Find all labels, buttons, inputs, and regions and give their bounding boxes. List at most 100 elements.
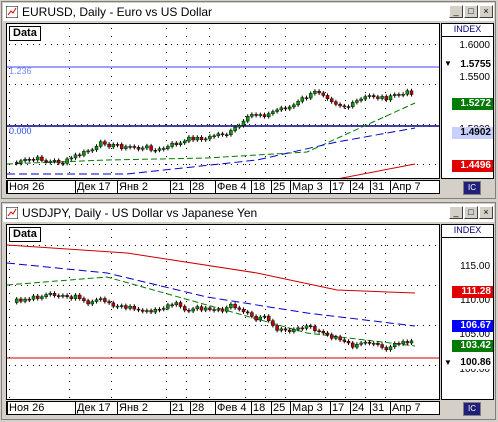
grid-dot [327,245,328,246]
grid-dot [231,365,232,366]
candle [334,336,338,339]
grid-dot [265,341,266,342]
minimize-button[interactable]: _ [449,5,463,18]
grid-dot [105,245,106,246]
grid-dot [279,365,280,366]
time-axis-label: 25 [273,402,286,414]
grid-dot [245,237,246,238]
grid-dot [75,365,76,366]
grid-dot [166,116,167,117]
grid-dot [345,285,346,286]
grid-dot [69,84,70,85]
grid-dot [375,285,376,286]
data-tab[interactable]: Data [9,26,41,41]
grid-dot [385,301,386,302]
candle [376,342,380,345]
grid-dot [297,124,298,125]
maximize-button[interactable]: □ [464,206,478,219]
grid-dot [243,245,244,246]
grid-dot [303,84,304,85]
time-axis-separator [330,402,331,415]
grid-dot [365,269,366,270]
candle [77,294,82,299]
grid-dot [351,285,352,286]
grid-dot [45,124,46,125]
grid-dot [209,124,210,125]
grid-dot [99,84,100,85]
data-tab[interactable]: Data [9,227,41,242]
usdjpy-plot-area[interactable]: Data [6,224,440,400]
grid-dot [399,164,400,165]
grid-dot [166,389,167,390]
grid-dot [63,365,64,366]
grid-dot [405,365,406,366]
grid-dot [365,140,366,141]
grid-dot [365,277,366,278]
grid-dot [209,68,210,69]
minimize-button[interactable]: _ [449,206,463,219]
grid-dot [209,164,210,165]
candle [245,116,250,122]
candle [199,306,204,311]
grid-dot [81,44,82,45]
grid-dot [186,381,187,382]
ic-icon[interactable]: IC [463,181,481,195]
grid-dot [385,60,386,61]
grid-dot [166,100,167,101]
grid-dot [325,36,326,37]
grid-dot [267,245,268,246]
grid-dot [327,164,328,165]
grid-dot [177,124,178,125]
grid-dot [255,285,256,286]
grid-dot [393,245,394,246]
grid-dot [9,124,10,125]
grid-dot [385,52,386,53]
candle [153,308,158,313]
grid-dot [393,124,394,125]
grid-dot [365,44,366,45]
candle [161,307,166,310]
grid-dot [321,325,322,326]
grid-dot [345,108,346,109]
time-axis-separator [390,402,391,415]
grid-dot [429,245,430,246]
time-axis-label: Фев 4 [217,181,247,193]
grid-dot [285,349,286,350]
close-button[interactable]: × [479,5,493,18]
grid-dot [265,333,266,334]
usdjpy-price-scale: INDEX 115.00 110.00 105.00 100.00 111.28… [441,224,494,400]
grid-dot [249,365,250,366]
grid-dot [171,124,172,125]
usdjpy-title-bar[interactable]: USDJPY, Daily - US Dollar vs Japanese Ye… [3,204,494,222]
eurusd-title-bar[interactable]: EURUSD, Daily - Euro vs US Dollar _ □ × [3,3,494,21]
time-axis-label: Фев 4 [217,402,247,414]
grid-dot [111,84,112,85]
maximize-button[interactable]: □ [464,5,478,18]
grid-dot [267,84,268,85]
time-axis-separator [117,402,118,415]
price-badge-ma-red: 1.4496 [452,160,493,172]
grid-dot [165,44,166,45]
close-button[interactable]: × [479,206,493,219]
grid-dot [345,92,346,93]
eurusd-plot-area[interactable]: 1.236 0.000 Data [6,23,440,179]
ic-icon[interactable]: IC [463,402,481,416]
candle [195,136,200,141]
grid-dot [385,365,386,366]
grid-dot [357,245,358,246]
candle [329,334,334,339]
candle [86,150,90,153]
grid-dot [207,164,208,165]
grid-dot [147,325,148,326]
grid-dot [111,285,112,286]
grid-dot [87,285,88,286]
grid-dot [201,245,202,246]
grid-dot [69,349,70,350]
grid-dot [327,84,328,85]
grid-dot [325,349,326,350]
grid-dot [385,28,386,29]
grid-dot [27,124,28,125]
grid-dot [265,132,266,133]
grid-dot [57,325,58,326]
grid-dot [99,365,100,366]
